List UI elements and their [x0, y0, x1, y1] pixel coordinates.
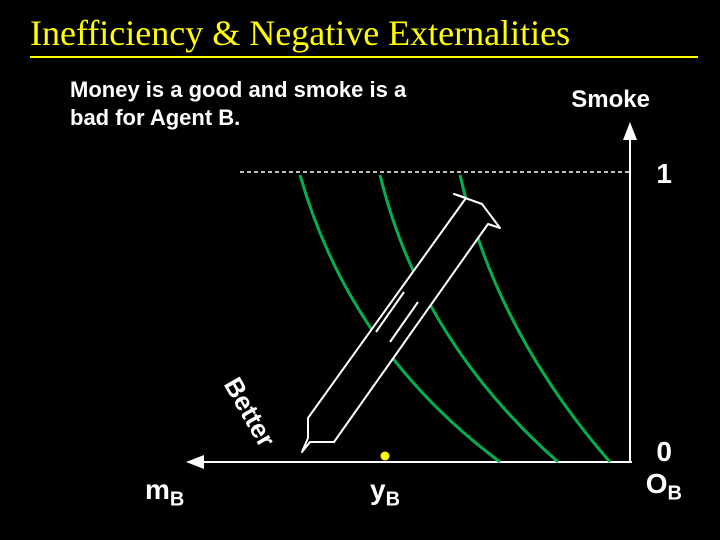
better-arrow: [302, 194, 500, 452]
point-yb: [381, 452, 390, 461]
x-axis-arrowhead: [186, 455, 204, 469]
y-axis-arrowhead: [623, 122, 637, 140]
economics-diagram: [0, 0, 720, 540]
